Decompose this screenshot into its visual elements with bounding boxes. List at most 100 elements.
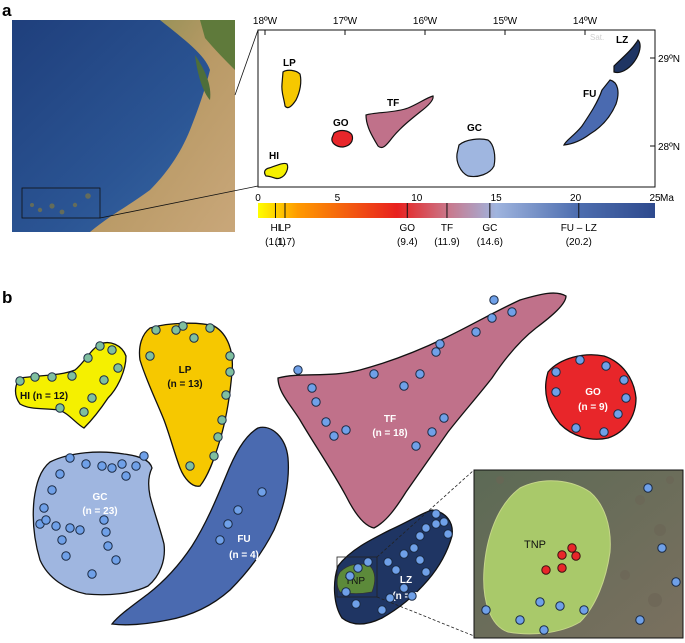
age-unit-label: Ma [660,193,674,204]
age-marker-value: (11.9) [434,237,459,248]
site-dot [601,361,611,371]
tnp-label: TNP [345,576,365,587]
site-dot [83,353,93,363]
site-dot [443,529,453,539]
site-dot [293,365,303,375]
site-dot [489,295,499,305]
site-dot [415,369,425,379]
lon-tick-label: 14ºW [573,16,598,27]
site-dot [223,519,233,529]
site-dot [415,555,425,565]
site-dot [391,565,401,575]
site-dot [121,471,131,481]
island-b-fu [110,426,290,626]
tf-count-label: (n = 18) [372,428,407,439]
go-count-label: (n = 9) [578,402,608,413]
site-dot [95,341,105,351]
site-dot [221,390,231,400]
site-dot [189,333,199,343]
site-dot [351,599,361,609]
age-tick-label: 25 [649,193,661,204]
lat-tick-label: 29ºN [658,54,680,65]
site-dot [75,525,85,535]
site-dot [65,453,75,463]
site-dot [15,376,25,386]
site-dot [353,563,363,573]
age-tick-label: 5 [335,193,341,204]
age-tick-label: 20 [570,193,582,204]
site-dot [55,403,65,413]
island-go-label: GO [333,118,349,129]
age-tick-label: 0 [255,193,261,204]
inset-site-dot [555,601,565,611]
age-markers: HI (1.1) LP (1.7) GO (9.4) TF (11.9) GC (14.6) FU … [265,203,597,248]
inset-tnp-site-dot [567,543,577,553]
site-dot [225,351,235,361]
site-dot [575,355,585,365]
site-dot [551,367,561,377]
site-dot [321,417,331,427]
site-dot [107,345,117,355]
age-marker-code: LP [279,223,292,234]
island-gc [456,138,496,178]
site-dot [117,459,127,469]
site-dot [101,527,111,537]
site-dot [439,517,449,527]
site-dot [421,523,431,533]
island-tf [365,95,434,149]
age-color-bar [258,203,655,218]
site-dot [345,571,355,581]
inset-site-dot [481,605,491,615]
island-b-hi [14,341,127,429]
site-dot [107,463,117,473]
inset-site-dot [657,543,667,553]
island-lz-label: LZ [616,35,628,46]
satellite-credit-label: Sat. [590,33,604,42]
site-dot [431,509,441,519]
island-map-frame [257,29,656,188]
age-marker-value: (9.4) [397,237,418,248]
island-hi [263,162,289,180]
site-dot [619,375,629,385]
site-dot [81,459,91,469]
inset-site-dot [515,615,525,625]
lon-tick-label: 15ºW [493,16,518,27]
site-dot [185,461,195,471]
panel-a-letter: a [2,1,12,20]
site-dot [307,383,317,393]
site-dot [205,323,215,333]
age-tick-label: 15 [491,193,503,204]
lp-count-label: (n = 13) [167,379,202,390]
site-dot [30,372,40,382]
lat-tick-label: 28ºN [658,142,680,153]
island-lp-label: LP [283,58,296,69]
site-dot [225,367,235,377]
site-dot [131,461,141,471]
site-dot [613,409,623,419]
site-dot [151,325,161,335]
site-dot [399,549,409,559]
age-marker-value: (1.7) [275,237,296,248]
inset-link-bottom [376,596,475,637]
site-dot [67,371,77,381]
site-dot [79,407,89,417]
site-dot [111,555,121,565]
gc-label: GC [93,492,108,503]
site-dot [341,425,351,435]
site-dot [39,503,49,513]
age-tick-label: 10 [411,193,423,204]
site-dot [551,387,561,397]
site-dot [383,557,393,567]
site-dot [47,372,57,382]
site-dot [621,393,631,403]
inset-tnp-site-dot [571,551,581,561]
age-marker-code: GO [399,223,415,234]
site-dot [363,557,373,567]
site-dot [213,432,223,442]
site-dot [61,551,71,561]
lp-label: LP [179,365,192,376]
latitude-ticks: 29ºN 28ºN [650,54,680,153]
island-lp [281,69,302,109]
site-dot [65,523,75,533]
